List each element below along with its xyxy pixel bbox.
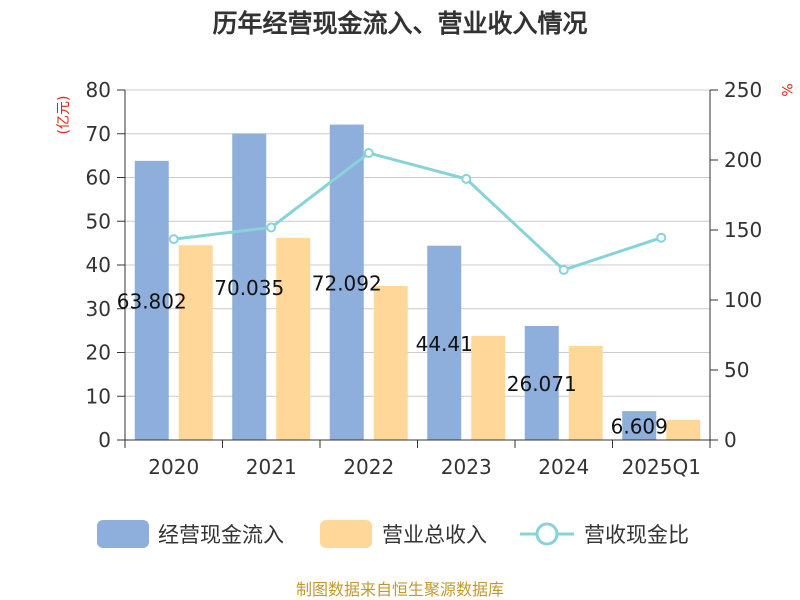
x-tick-label: 2020 xyxy=(148,455,199,479)
data-label-cash-inflow: 72.092 xyxy=(312,271,382,295)
y-left-tick-label: 0 xyxy=(98,428,111,452)
x-tick-label: 2022 xyxy=(343,455,394,479)
bar-revenue xyxy=(471,335,506,440)
gridlines xyxy=(125,89,710,441)
legend: 经营现金流入 营业总收入 营收现金比 xyxy=(97,520,689,548)
legend-swatch-cash-inflow xyxy=(97,520,149,548)
bars xyxy=(134,124,701,441)
x-tick-label: 2021 xyxy=(246,455,297,479)
x-tick-label: 2023 xyxy=(441,455,492,479)
data-label-cash-inflow: 44.41 xyxy=(416,332,473,356)
legend-swatch-revenue xyxy=(320,520,372,548)
chart-title: 历年经营现金流入、营业收入情况 xyxy=(212,9,587,38)
bar-cash-inflow xyxy=(427,245,462,440)
y-right-tick-label: 200 xyxy=(724,148,762,172)
data-source-note: 制图数据来自恒生聚源数据库 xyxy=(296,580,504,599)
x-tick-label: 2025Q1 xyxy=(622,455,701,479)
bar-cash-inflow xyxy=(524,325,559,440)
line-point-ratio xyxy=(656,232,667,243)
x-tick-label: 2024 xyxy=(538,455,589,479)
data-label-cash-inflow: 63.802 xyxy=(117,289,187,313)
data-label-cash-inflow: 6.609 xyxy=(611,415,668,439)
line-point-ratio xyxy=(363,148,374,158)
data-labels: 63.802 70.035 72.092 44.41 26.071 6.609 xyxy=(117,271,668,438)
y-left-tick-label: 80 xyxy=(86,78,111,102)
line-series-ratio xyxy=(173,151,662,272)
y-left-tick-label: 30 xyxy=(86,297,111,321)
data-label-cash-inflow: 26.071 xyxy=(507,372,577,396)
line-point-ratio xyxy=(266,222,277,233)
y-left-tick-label: 50 xyxy=(86,209,111,233)
bar-revenue xyxy=(276,237,311,440)
ratio-line xyxy=(168,148,667,275)
y-left-tick-label: 70 xyxy=(86,122,111,146)
y-left-tick-label: 40 xyxy=(86,253,111,277)
y-left-unit-label: (亿元) xyxy=(56,96,72,135)
bar-revenue xyxy=(568,345,603,440)
y-right-tick-label: 0 xyxy=(724,428,737,452)
y-right-tick-label: 150 xyxy=(724,218,762,242)
axes: 0 10 20 30 40 50 60 70 80 0 50 100 150 200 250 2020 2021… xyxy=(86,78,763,479)
data-label-cash-inflow: 70.035 xyxy=(214,276,284,300)
legend-label-cash-inflow: 经营现金流入 xyxy=(158,523,284,547)
bar-revenue xyxy=(666,419,701,440)
bar-cash-inflow xyxy=(232,133,267,441)
bar-cash-inflow xyxy=(134,160,169,440)
bar-cash-inflow xyxy=(622,411,657,440)
y-right-tick-label: 250 xyxy=(724,78,762,102)
line-point-ratio xyxy=(461,173,472,184)
y-left-tick-label: 20 xyxy=(86,341,111,365)
y-left-tick-label: 10 xyxy=(86,384,111,408)
legend-label-ratio: 营收现金比 xyxy=(584,523,689,547)
y-right-tick-label: 50 xyxy=(724,358,749,382)
line-point-ratio xyxy=(168,234,179,245)
legend-marker-ratio xyxy=(535,522,559,546)
bar-revenue xyxy=(178,245,213,440)
y-right-unit-label: % xyxy=(778,83,794,96)
bar-revenue xyxy=(373,286,408,440)
legend-label-revenue: 营业总收入 xyxy=(382,523,487,547)
line-point-ratio xyxy=(558,264,569,275)
y-right-tick-label: 100 xyxy=(724,288,762,312)
y-left-tick-label: 60 xyxy=(86,166,111,190)
